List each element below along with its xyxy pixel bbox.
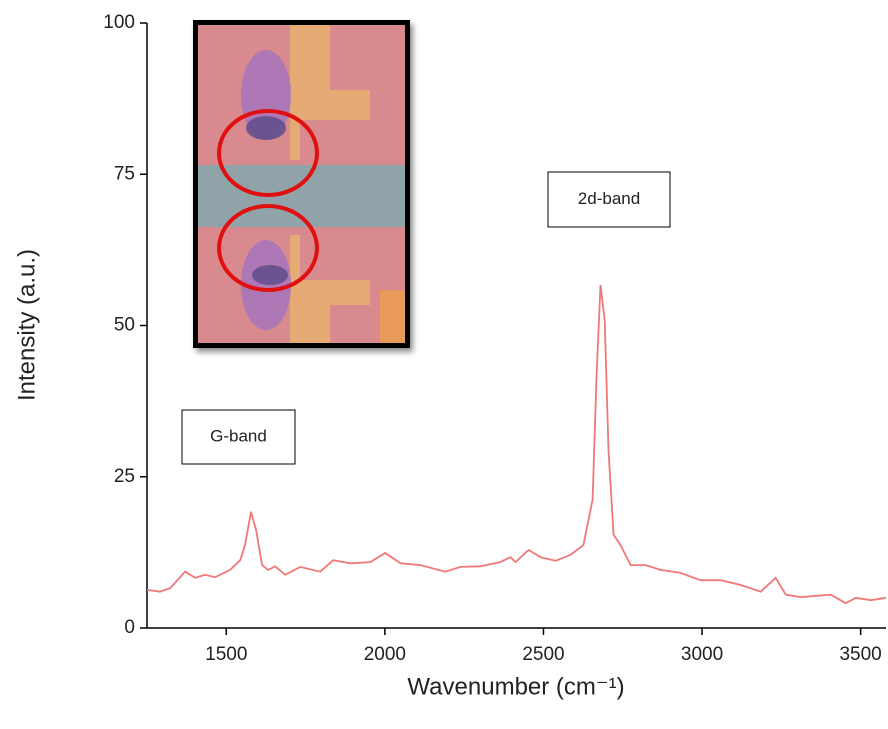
annotation-box [547, 171, 671, 228]
y-tick-label: 0 [124, 617, 135, 638]
spectrum-line [146, 284, 887, 605]
y-tick-label: 100 [103, 12, 135, 33]
x-tick-label: 1500 [205, 644, 247, 665]
annotation: 2d-band [578, 189, 640, 208]
y-axis-title: Intensity (a.u.) [13, 249, 40, 401]
x-tick-label: 3500 [839, 644, 881, 665]
y-tick-label: 75 [114, 163, 135, 184]
annotation: G-band [210, 426, 267, 445]
x-tick-label: 2000 [364, 644, 406, 665]
x-axis-title: Wavenumber (cm⁻¹) [407, 673, 624, 700]
annotation-box [181, 409, 296, 465]
inset-image [193, 20, 410, 348]
y-tick-label: 50 [114, 315, 135, 336]
x-tick-label: 2500 [522, 644, 564, 665]
y-tick-label: 25 [114, 466, 135, 487]
x-tick-label: 3000 [681, 644, 723, 665]
